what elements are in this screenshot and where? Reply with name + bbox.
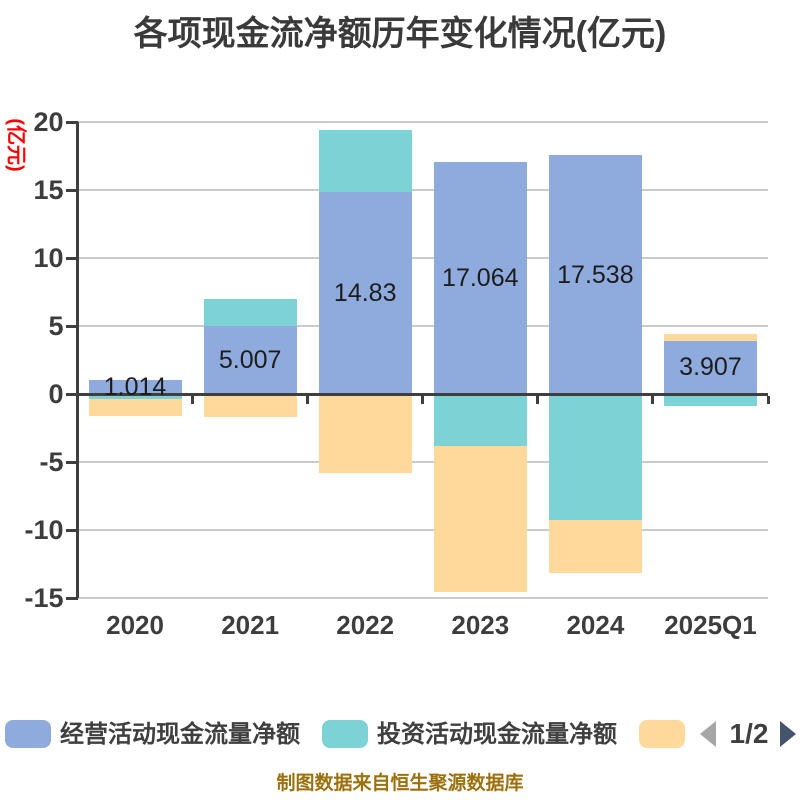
legend-swatch-investing <box>322 720 368 748</box>
legend: 经营活动现金流量净额 投资活动现金流量净额 1/2 <box>0 712 800 756</box>
legend-next-page-right-triangle-icon[interactable] <box>780 721 796 747</box>
legend-prev-page-left-triangle-icon[interactable] <box>700 721 716 747</box>
legend-label-investing: 投资活动现金流量净额 <box>377 721 617 748</box>
y-tick-label: -10 <box>24 515 64 545</box>
x-axis-tick <box>191 395 195 404</box>
x-axis-label-2020: 2020 <box>106 610 164 640</box>
y-axis-tick <box>65 392 78 396</box>
gridline-y20 <box>77 121 768 123</box>
x-axis-label-2025Q1: 2025Q1 <box>664 610 757 640</box>
y-axis-tick <box>65 188 78 192</box>
footer-credit: 制图数据来自恒生聚源数据库 <box>276 773 524 794</box>
legend-label-operating: 经营活动现金流量净额 <box>60 721 300 748</box>
gridline-y5 <box>77 325 768 327</box>
bar-segment-s0-2022 <box>318 192 412 394</box>
bar-segment-s2-2023 <box>433 445 527 592</box>
bar-segment-s1-2020 <box>88 394 182 400</box>
x-axis-tick <box>536 395 540 404</box>
bar-segment-s2-2025Q1 <box>663 334 757 341</box>
x-axis-line <box>77 392 768 396</box>
legend-swatch-operating <box>5 720 51 748</box>
x-axis-label-2021: 2021 <box>221 610 280 640</box>
x-axis-tick <box>651 395 655 404</box>
x-axis-tick <box>306 395 310 404</box>
bar-segment-s0-2020 <box>88 380 182 394</box>
x-axis-tick <box>766 395 770 404</box>
bar-segment-s1-2024 <box>548 394 642 520</box>
bar-segment-s1-2022 <box>318 129 412 193</box>
bar-segment-s1-2023 <box>433 394 527 446</box>
bar-value-label-2025Q1: 3.907 <box>679 353 742 382</box>
y-axis-tick <box>65 596 78 600</box>
bar-segment-s2-2021 <box>203 394 297 418</box>
bar-value-label-2024: 17.538 <box>557 260 634 289</box>
y-tick-label: 0 <box>48 379 64 409</box>
x-axis-tick <box>421 395 425 404</box>
bar-segment-s1-2021 <box>203 298 297 326</box>
x-axis-label-2024: 2024 <box>566 610 625 640</box>
bar-segment-s0-2025Q1 <box>663 340 757 394</box>
bar-segment-s0-2023 <box>433 161 527 394</box>
y-tick-label: 5 <box>48 311 64 341</box>
y-axis-line <box>76 122 79 598</box>
chart-title: 各项现金流净额历年变化情况(亿元) <box>133 15 667 53</box>
bar-value-label-2022: 14.83 <box>333 279 397 308</box>
y-axis-tick <box>65 256 78 260</box>
y-axis-tick <box>65 324 78 328</box>
y-tick-label: 15 <box>33 175 64 205</box>
y-tick-label: -15 <box>24 583 64 613</box>
bar-value-label-2020: 1.014 <box>103 373 167 402</box>
y-tick-label: 20 <box>33 107 64 137</box>
bar-segment-s0-2024 <box>548 155 642 394</box>
legend-page-indicator: 1/2 <box>729 718 769 749</box>
bar-segment-s2-2022 <box>318 394 412 473</box>
y-axis-tick <box>65 460 78 464</box>
bar-segment-s2-2020 <box>88 399 182 417</box>
y-axis-tick <box>65 120 78 124</box>
gridline-y-15 <box>77 597 768 599</box>
legend-swatch-series3 <box>639 720 685 748</box>
y-tick-label: -5 <box>39 447 64 477</box>
gridline-y-10 <box>77 529 768 531</box>
gridline-y10 <box>77 257 768 259</box>
bar-segment-s2-2024 <box>548 519 642 573</box>
bar-segment-s0-2021 <box>203 325 297 394</box>
gridline-y15 <box>77 189 768 191</box>
gridline-y-5 <box>77 461 768 463</box>
bar-segment-s1-2025Q1 <box>663 394 757 407</box>
bar-value-label-2021: 5.007 <box>218 345 282 374</box>
y-axis-tick <box>65 528 78 532</box>
y-tick-label: 10 <box>33 243 64 273</box>
x-axis-label-2022: 2022 <box>336 610 395 640</box>
x-axis-label-2023: 2023 <box>451 610 510 640</box>
bar-value-label-2023: 17.064 <box>442 263 519 292</box>
